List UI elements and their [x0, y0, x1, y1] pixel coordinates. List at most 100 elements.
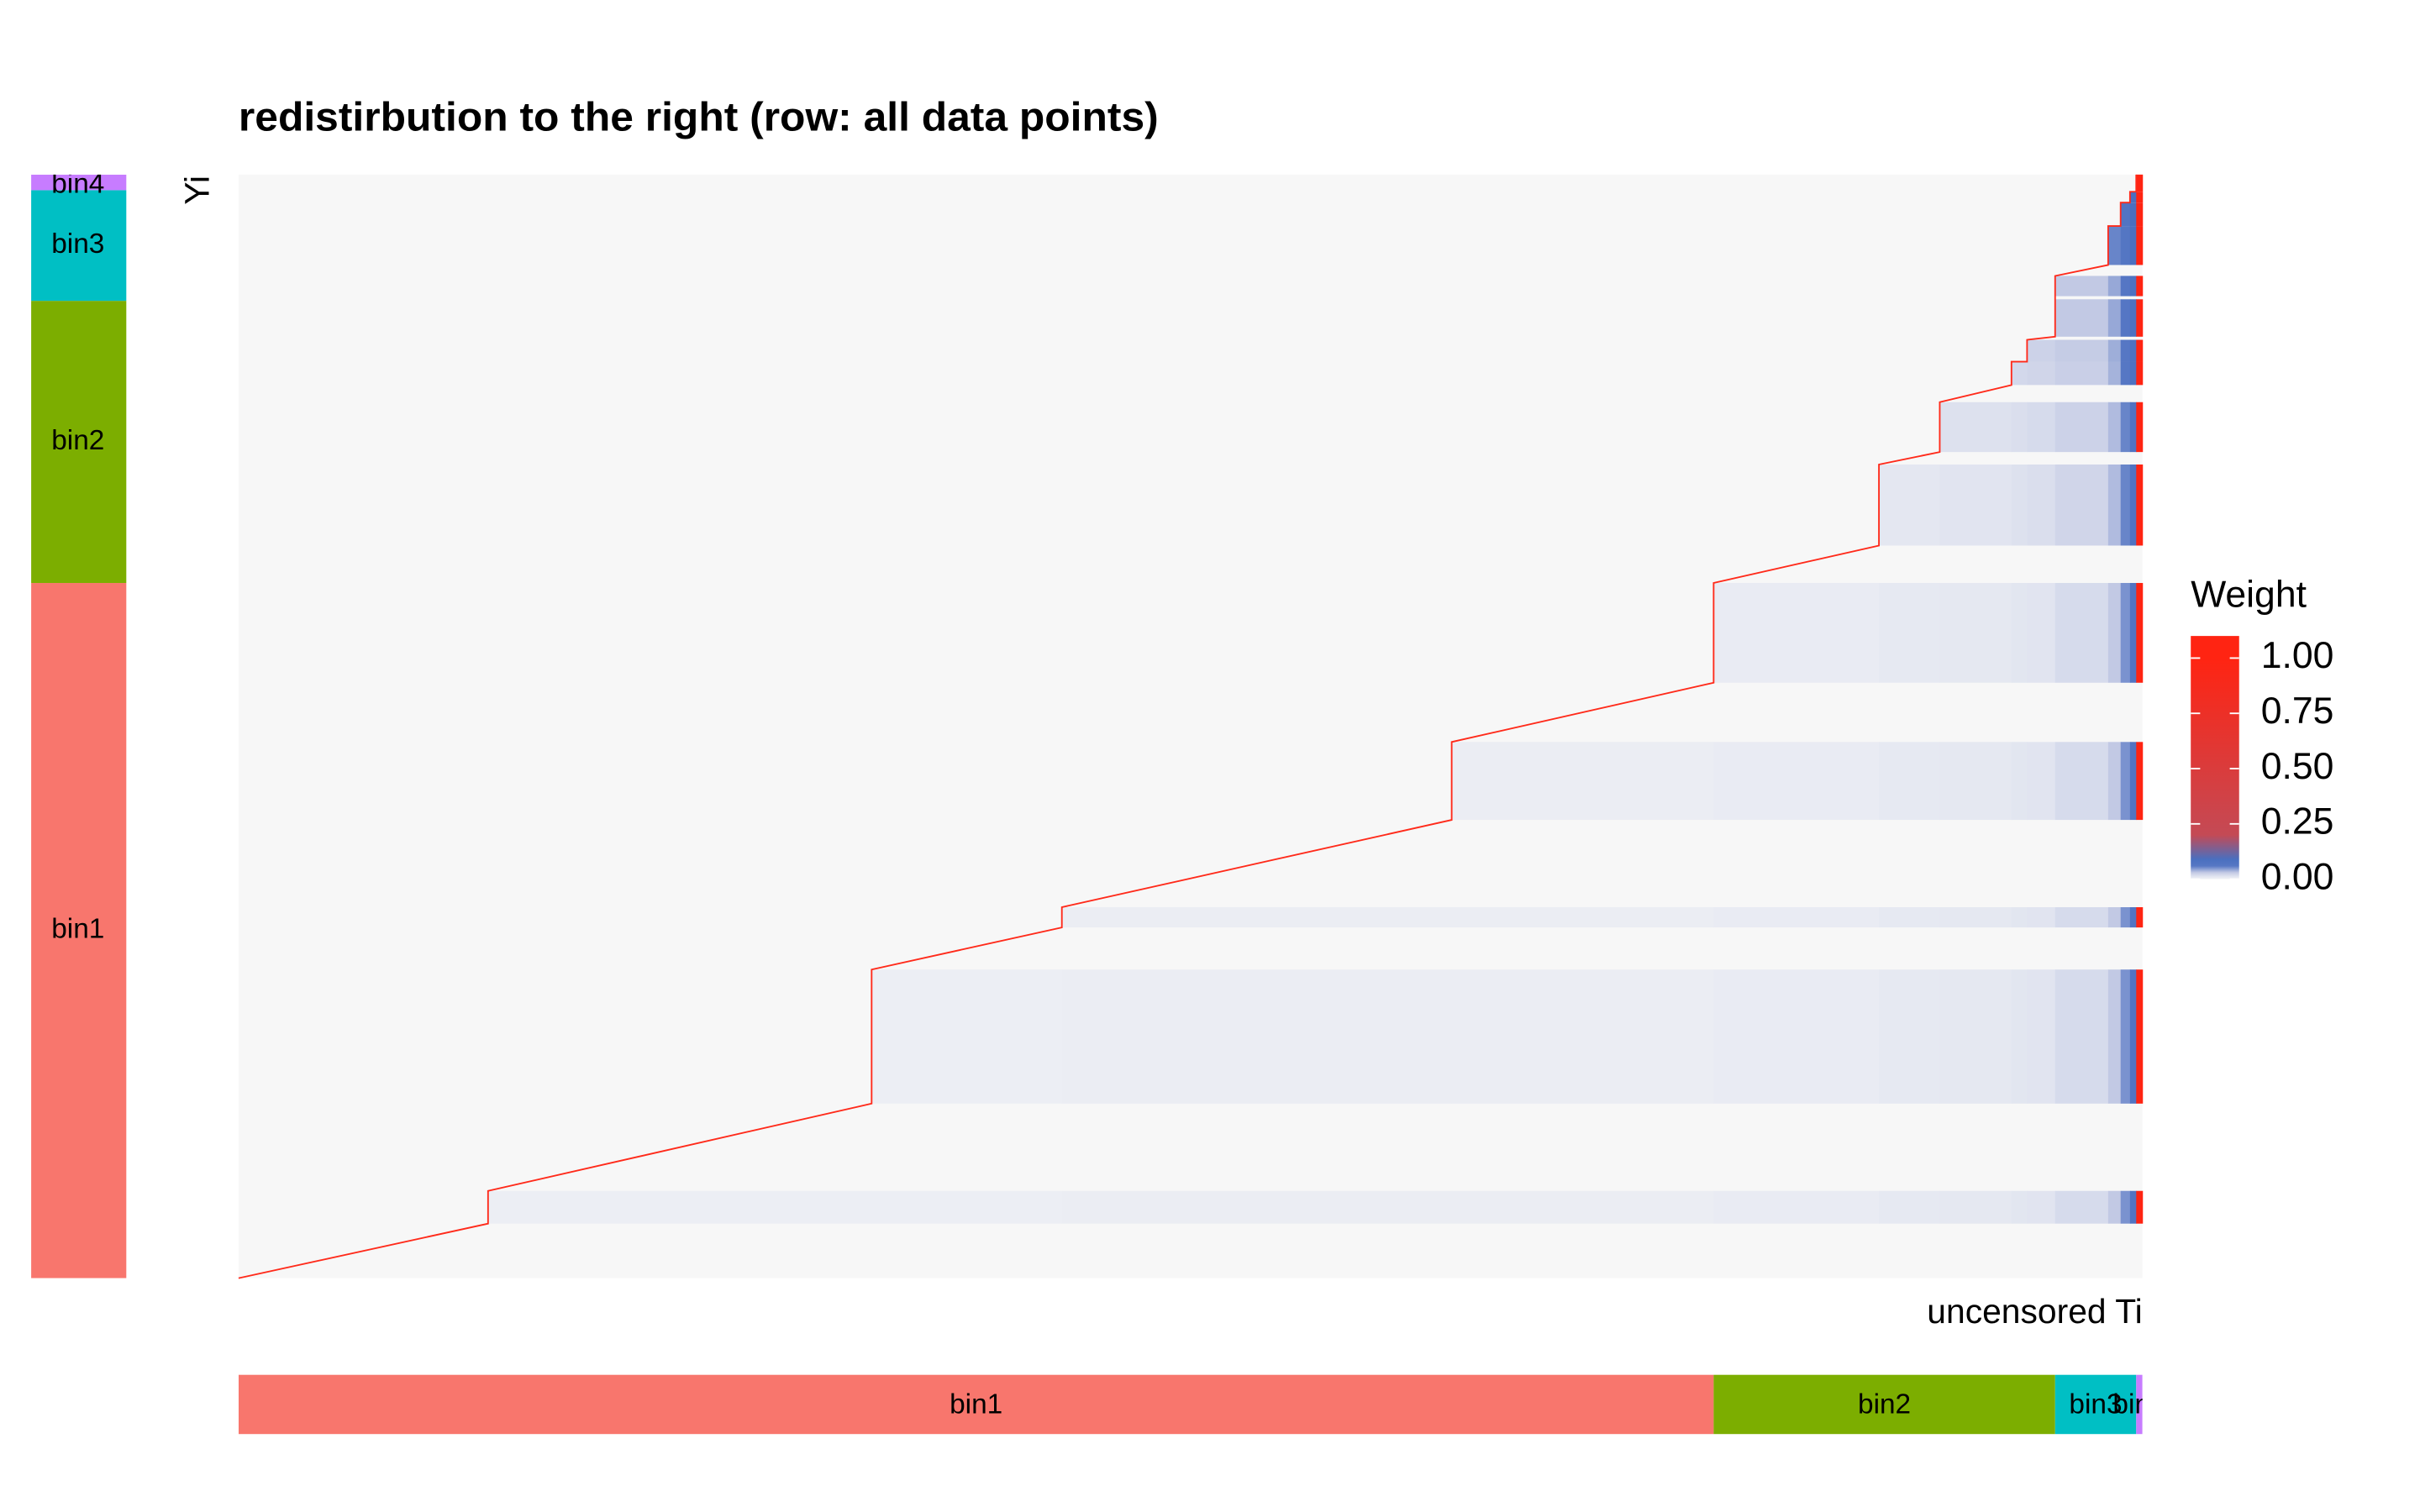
heatmap-cell: [2120, 299, 2131, 337]
heatmap-cell: [2054, 339, 2109, 362]
heatmap-cell: [2129, 202, 2137, 227]
heatmap-cell: [1713, 969, 1880, 1104]
heatmap-cell: [2107, 742, 2122, 821]
heatmap-cell: [2136, 969, 2144, 1104]
heatmap-cell: [2120, 226, 2131, 265]
heatmap-cell: [2120, 969, 2131, 1104]
heatmap-cell: [1061, 1190, 1453, 1224]
heatmap-cell: [2129, 299, 2137, 337]
column-annotation-label: bin1: [950, 1389, 1002, 1420]
heatmap-cell: [2120, 276, 2131, 297]
heatmap-cell: [2027, 1190, 2056, 1224]
heatmap-cell: [2054, 464, 2109, 546]
heatmap-cell: [2027, 742, 2056, 821]
column-annotation-bar: [1713, 1374, 2055, 1435]
heatmap-cell: [1939, 402, 2012, 453]
legend-tick-label: 0.75: [2261, 690, 2334, 732]
heatmap-cell: [2054, 402, 2109, 453]
row-annotation-bar: [31, 190, 127, 302]
heatmap-cell: [1451, 742, 1714, 821]
heatmap-cell: [2129, 907, 2137, 928]
heatmap-cell: [2054, 299, 2109, 337]
heatmap-cell: [1061, 969, 1453, 1104]
heatmap-cell: [2107, 402, 2122, 453]
legend-tick-label: 0.50: [2261, 746, 2334, 787]
row-annotation-bar: [31, 174, 127, 191]
heatmap-cell: [2054, 907, 2109, 928]
heatmap-cell: [1451, 1190, 1714, 1224]
legend-tick-label: 1.00: [2261, 635, 2334, 676]
row-annotation-label: bin3: [51, 228, 104, 260]
heatmap-cell: [2107, 464, 2122, 546]
heatmap-cell: [2136, 464, 2144, 546]
heatmap-cell: [1939, 907, 2012, 928]
heatmap-cell: [1061, 907, 1453, 928]
heatmap-cell: [2054, 742, 2109, 821]
legend-title: Weight: [2191, 574, 2307, 615]
heatmap-cell: [487, 1190, 872, 1224]
heatmap-cell: [2107, 1190, 2122, 1224]
heatmap-cell: [2120, 583, 2131, 683]
heatmap-cell: [2136, 907, 2144, 928]
row-annotation-bar: [31, 583, 127, 1278]
row-annotation-label: bin2: [51, 425, 104, 456]
heatmap-cell: [2120, 907, 2131, 928]
heatmap-cell: [2107, 276, 2122, 297]
heatmap-cell: [2129, 226, 2137, 265]
heatmap-cell: [2136, 276, 2144, 297]
heatmap-cell: [2129, 192, 2137, 203]
legend-tick-label: 0.25: [2261, 801, 2334, 843]
heatmap-cell: [2136, 192, 2144, 203]
heatmap-cell: [2136, 402, 2144, 453]
heatmap-cell: [2136, 361, 2144, 386]
heatmap-cell: [2129, 276, 2137, 297]
heatmap-cell: [2027, 464, 2056, 546]
heatmap-cell: [1713, 583, 1880, 683]
legend-tick-label: 0.00: [2261, 856, 2334, 897]
heatmap-cell: [2136, 226, 2144, 265]
row-annotation-label: bin4: [51, 169, 104, 200]
row-annotation: bin1 bin2 bin3 bin4: [31, 169, 127, 1278]
heatmap-cell: [2129, 402, 2137, 453]
column-annotation-bar: [2054, 1374, 2137, 1435]
heatmap-cell: [2107, 361, 2122, 386]
heatmap-cell: [1713, 1190, 1880, 1224]
heatmap-cell: [2136, 1190, 2144, 1224]
column-annotation-bar: [238, 1374, 1714, 1435]
heatmap-cell: [2027, 339, 2056, 362]
heatmap-cell: [2011, 907, 2028, 928]
heatmap-cell: [2054, 1190, 2109, 1224]
heatmap-cell: [1939, 1190, 2012, 1224]
heatmap-cell: [1451, 969, 1714, 1104]
heatmap-cell: [2120, 361, 2131, 386]
heatmap-cell: [1879, 742, 1941, 821]
heatmap-cell: [2129, 969, 2137, 1104]
heatmap-cell: [2129, 742, 2137, 821]
row-annotation-bar: [31, 301, 127, 584]
chart-title: redistirbution to the right (row: all da…: [239, 95, 1159, 140]
heatmap-cell: [2011, 969, 2028, 1104]
heatmap-cell: [2027, 402, 2056, 453]
legend-colorbar: [2191, 636, 2239, 879]
plot-background: [238, 174, 2143, 1278]
heatmap-cell: [2107, 969, 2122, 1104]
heatmap-cell: [2107, 907, 2122, 928]
heatmap-cell: [1713, 742, 1880, 821]
heatmap-cell: [2107, 339, 2122, 362]
heatmap-cell: [2129, 339, 2137, 362]
heatmap-cell: [2054, 276, 2109, 297]
row-annotation-label: bin1: [51, 914, 104, 945]
heatmap-cell: [1879, 464, 1941, 546]
heatmap-cell: [2136, 299, 2144, 337]
heatmap-cell: [2027, 583, 2056, 683]
heatmap-cell: [1939, 969, 2012, 1104]
heatmap-cell: [1879, 969, 1941, 1104]
heatmap-cell: [2107, 299, 2122, 337]
heatmap-cell: [1451, 907, 1714, 928]
heatmap-cell: [2027, 969, 2056, 1104]
y-axis-label: Yi: [177, 176, 216, 205]
heatmap-cell: [1879, 907, 1941, 928]
heatmap-cell: [2129, 1190, 2137, 1224]
heatmap-cell: [871, 1190, 1063, 1224]
heatmap-cell: [2136, 742, 2144, 821]
